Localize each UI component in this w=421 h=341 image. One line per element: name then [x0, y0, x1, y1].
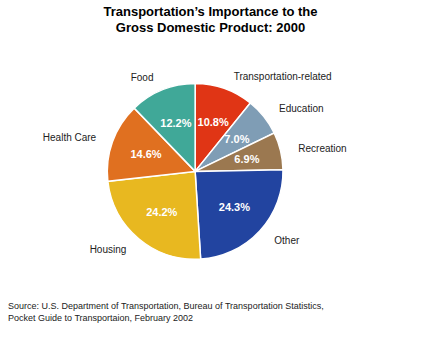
html-text:Pocket Guide to Transportaion,: Pocket Guide to Transportaion, February … [8, 313, 194, 323]
svg-text:14.6%: 14.6% [130, 148, 161, 160]
svg-text:Housing: Housing [90, 244, 127, 255]
svg-text:24.2%: 24.2% [146, 206, 177, 218]
svg-text:Health Care: Health Care [43, 132, 97, 143]
svg-text:6.9%: 6.9% [234, 153, 259, 165]
svg-text:12.2%: 12.2% [160, 117, 191, 129]
html-text:Transportation’s Importance to: Transportation’s Importance to the Gross… [103, 4, 318, 35]
svg-text:Education: Education [279, 103, 323, 114]
svg-text:Other: Other [274, 235, 300, 246]
svg-text:24.3%: 24.3% [219, 201, 250, 213]
svg-text:Food: Food [131, 72, 154, 83]
svg-text:Recreation: Recreation [298, 143, 346, 154]
svg-text:Transportation-related: Transportation-related [234, 71, 332, 82]
svg-text:10.8%: 10.8% [198, 116, 229, 128]
html-text:Source: U.S. Department of Tra: Source: U.S. Department of Transportatio… [8, 301, 324, 311]
svg-text:7.0%: 7.0% [224, 133, 249, 145]
